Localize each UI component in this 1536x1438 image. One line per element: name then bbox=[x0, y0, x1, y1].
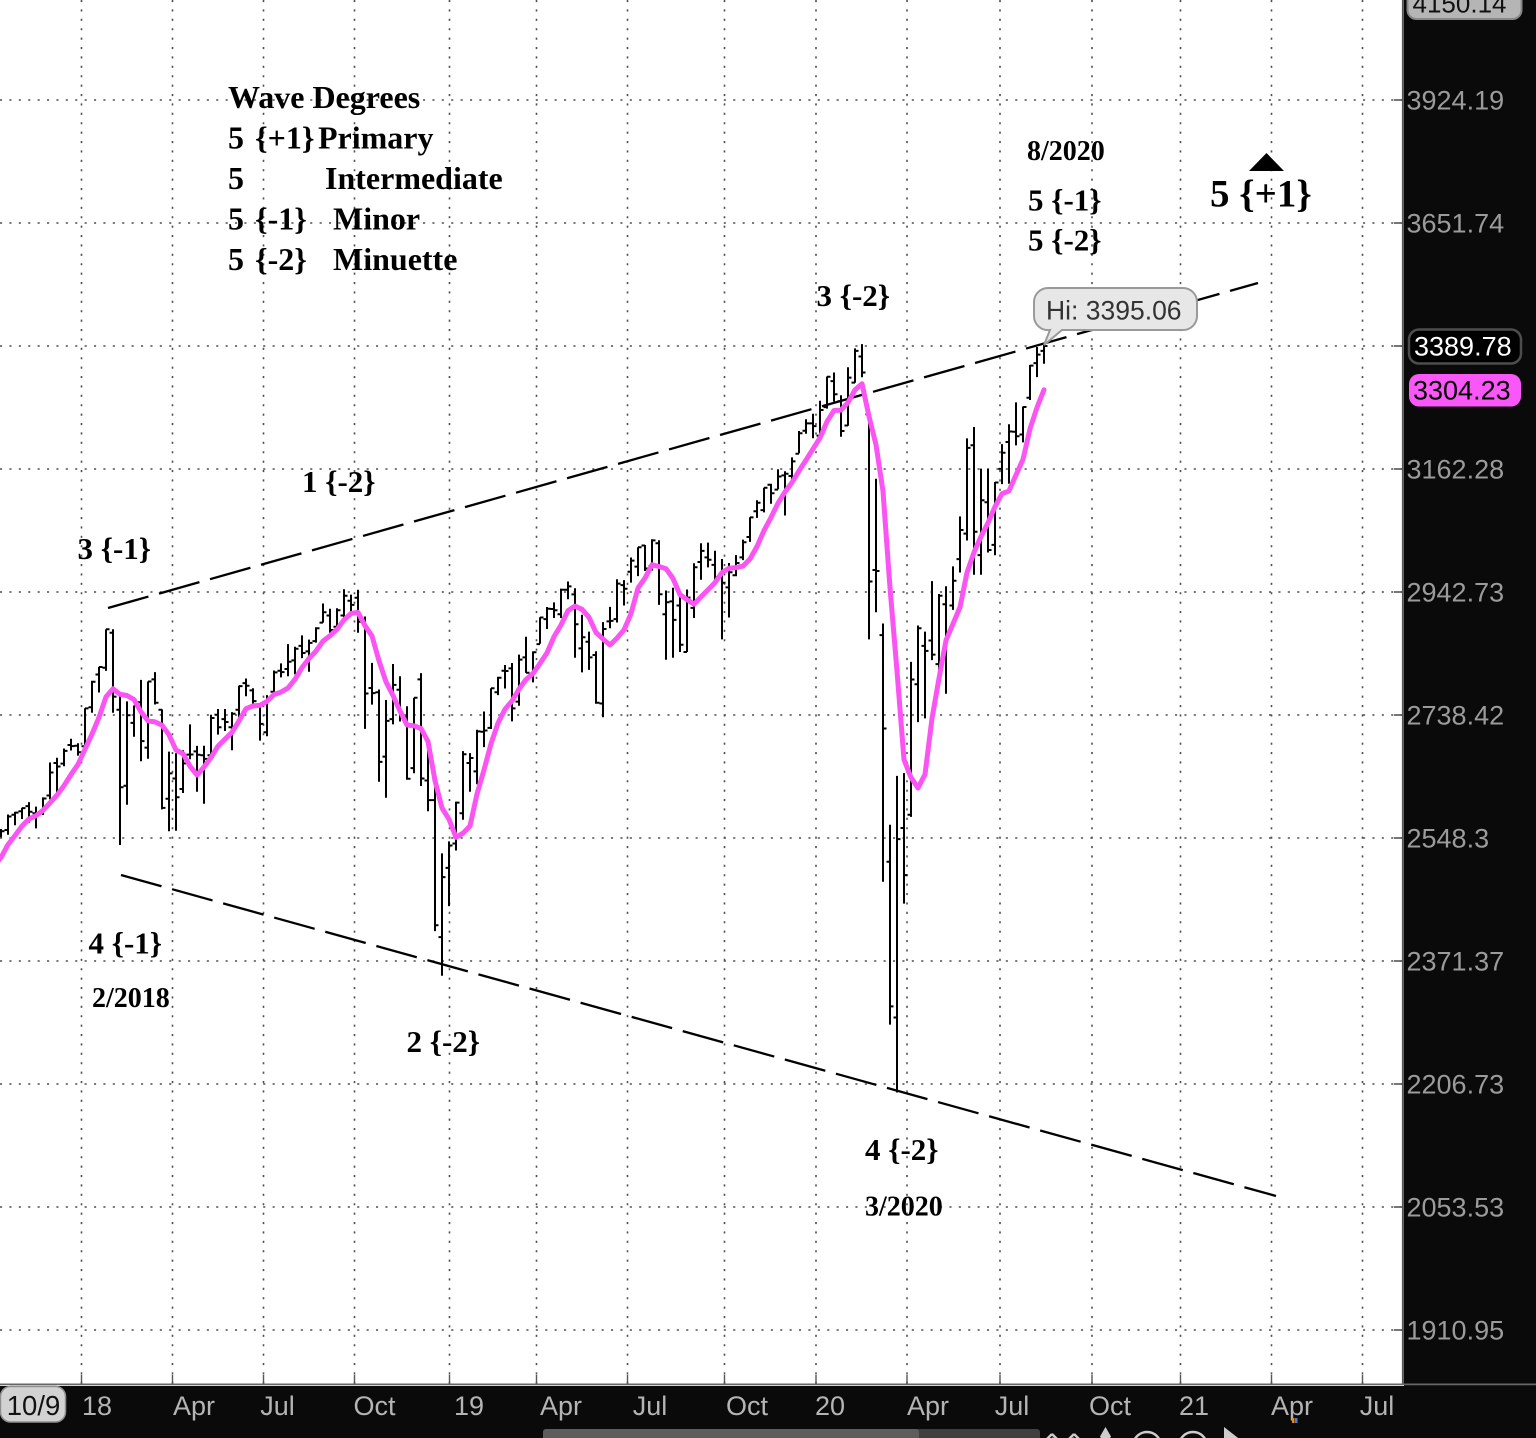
svg-text:Wave Degrees: Wave Degrees bbox=[228, 79, 420, 115]
svg-text:2 {-2}: 2 {-2} bbox=[407, 1024, 481, 1059]
svg-text:Jul: Jul bbox=[995, 1391, 1030, 1421]
svg-text:Minuette: Minuette bbox=[333, 241, 457, 277]
svg-text:Oct: Oct bbox=[353, 1391, 396, 1421]
svg-text:5: 5 bbox=[228, 160, 244, 196]
svg-text:3651.74: 3651.74 bbox=[1407, 209, 1505, 239]
svg-text:{+1}: {+1} bbox=[255, 120, 314, 156]
svg-text:Jul: Jul bbox=[633, 1391, 668, 1421]
svg-text:Apr: Apr bbox=[1271, 1391, 1313, 1421]
svg-text:5: 5 bbox=[228, 241, 244, 277]
svg-text:20: 20 bbox=[815, 1391, 845, 1421]
svg-text:1 {-2}: 1 {-2} bbox=[302, 464, 376, 499]
svg-text:5: 5 bbox=[228, 120, 244, 156]
svg-text:{-1}: {-1} bbox=[255, 201, 307, 237]
svg-text:Jul: Jul bbox=[1360, 1391, 1395, 1421]
svg-text:2371.37: 2371.37 bbox=[1407, 947, 1505, 977]
svg-text:4150.14: 4150.14 bbox=[1413, 0, 1507, 19]
svg-text:3 {-1}: 3 {-1} bbox=[78, 531, 152, 566]
svg-text:3/2020: 3/2020 bbox=[865, 1192, 943, 1223]
svg-text:19: 19 bbox=[454, 1391, 484, 1421]
svg-text:10/9: 10/9 bbox=[7, 1390, 61, 1421]
svg-text:Apr: Apr bbox=[173, 1391, 215, 1421]
svg-text:3162.28: 3162.28 bbox=[1407, 455, 1505, 485]
svg-text:4 {-1}: 4 {-1} bbox=[89, 926, 163, 961]
svg-text:8/2020: 8/2020 bbox=[1027, 136, 1105, 167]
svg-text:18: 18 bbox=[82, 1391, 112, 1421]
svg-text:Hi: 3395.06: Hi: 3395.06 bbox=[1046, 296, 1182, 326]
svg-text:Primary: Primary bbox=[318, 120, 434, 156]
svg-text:{-2}: {-2} bbox=[255, 241, 307, 277]
svg-text:Apr: Apr bbox=[907, 1391, 949, 1421]
svg-text:4 {-2}: 4 {-2} bbox=[865, 1132, 939, 1167]
svg-text:Intermediate: Intermediate bbox=[325, 160, 503, 196]
svg-text:Minor: Minor bbox=[333, 201, 420, 237]
svg-text:2548.3: 2548.3 bbox=[1407, 824, 1490, 854]
svg-text:1910.95: 1910.95 bbox=[1407, 1316, 1505, 1346]
svg-text:2/2018: 2/2018 bbox=[92, 983, 170, 1014]
svg-text:3924.19: 3924.19 bbox=[1407, 86, 1505, 116]
svg-text:3 {-2}: 3 {-2} bbox=[817, 278, 891, 313]
svg-text:Jul: Jul bbox=[260, 1391, 295, 1421]
svg-text:3304.23: 3304.23 bbox=[1413, 376, 1511, 406]
svg-text:Oct: Oct bbox=[1089, 1391, 1132, 1421]
svg-text:Oct: Oct bbox=[726, 1391, 769, 1421]
svg-text:Apr: Apr bbox=[540, 1391, 582, 1421]
svg-text:5: 5 bbox=[228, 201, 244, 237]
svg-text:5 {+1}: 5 {+1} bbox=[1210, 173, 1312, 216]
svg-text:2738.42: 2738.42 bbox=[1407, 701, 1505, 731]
svg-text:5 {-2}: 5 {-2} bbox=[1028, 223, 1102, 258]
svg-text:21: 21 bbox=[1179, 1391, 1209, 1421]
svg-text:5 {-1}: 5 {-1} bbox=[1028, 183, 1102, 218]
svg-text:3389.78: 3389.78 bbox=[1414, 332, 1512, 362]
svg-text:2206.73: 2206.73 bbox=[1407, 1070, 1505, 1100]
svg-text:2942.73: 2942.73 bbox=[1407, 578, 1505, 608]
svg-text:2053.53: 2053.53 bbox=[1407, 1193, 1505, 1223]
